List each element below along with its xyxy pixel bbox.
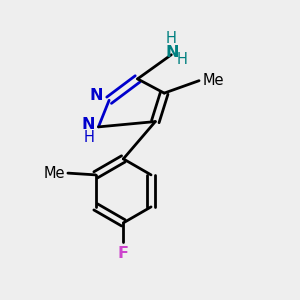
Text: H: H (84, 130, 95, 145)
Text: H: H (177, 52, 188, 67)
Text: Me: Me (202, 73, 224, 88)
Text: N: N (165, 46, 179, 61)
Text: H: H (165, 31, 176, 46)
Text: Me: Me (44, 166, 65, 181)
Text: N: N (90, 88, 104, 103)
Text: F: F (118, 246, 129, 261)
Text: N: N (81, 117, 95, 132)
